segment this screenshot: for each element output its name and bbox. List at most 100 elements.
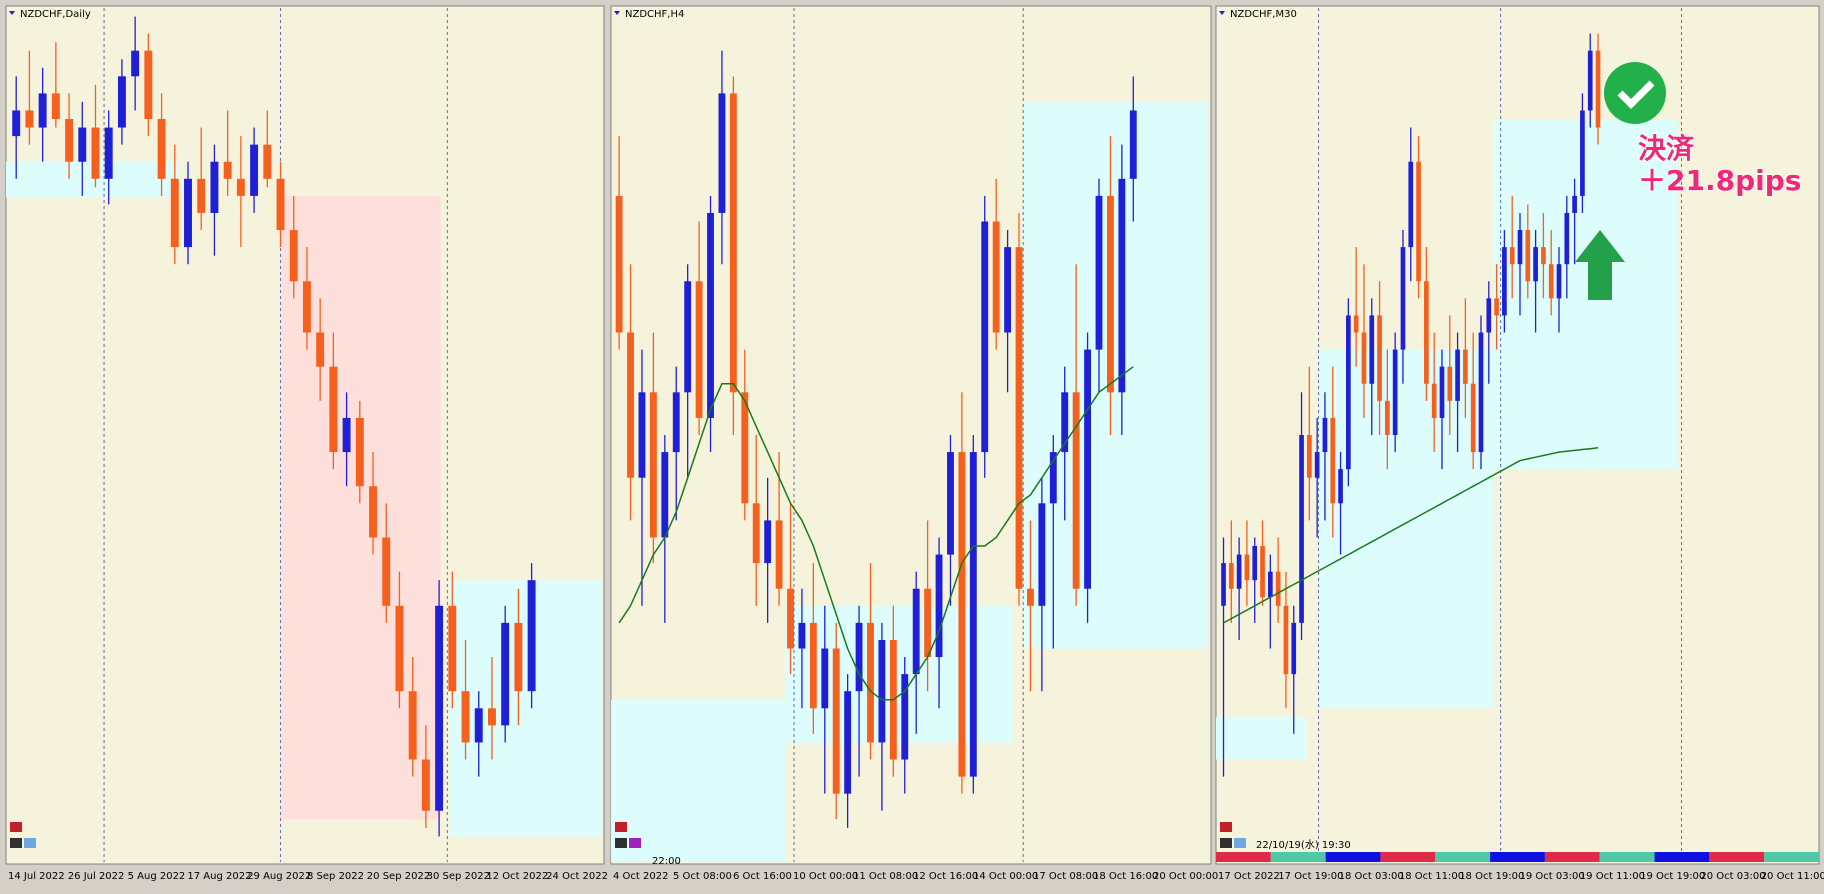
candle-body <box>1221 563 1226 606</box>
candle-body <box>1377 315 1382 401</box>
candle-body <box>798 622 806 649</box>
x-tick-label: 5 Oct 08:00 <box>673 871 732 882</box>
candle-body <box>197 178 206 213</box>
candle-body <box>1267 571 1273 598</box>
candle-body <box>1470 383 1476 453</box>
x-tick-label: 5 Aug 2022 <box>128 871 186 882</box>
candle-body <box>514 622 523 692</box>
candle-body <box>1228 563 1234 589</box>
candle-body <box>1424 281 1429 384</box>
candle-body <box>448 605 457 692</box>
candle-body <box>236 178 245 196</box>
x-tick-label: 26 Jul 2022 <box>68 871 125 882</box>
candle-body <box>695 281 703 418</box>
candle-body <box>1061 392 1069 453</box>
candle-body <box>832 648 840 794</box>
x-tick-label: 12 Oct 2022 <box>486 871 548 882</box>
candle-body <box>1299 435 1304 623</box>
candle-body <box>382 537 391 606</box>
candle-body <box>1439 366 1445 418</box>
candle-body <box>1095 195 1103 350</box>
chart-title: NZDCHF,M30 <box>1230 9 1297 20</box>
zone <box>449 580 602 837</box>
candle-body <box>672 392 680 453</box>
chart-panel: NZDCHF,Daily 14 Jul 2022 26 Jul 2022 5 Aug … <box>5 5 608 882</box>
x-tick-label: 20 Sep 2022 <box>367 871 430 882</box>
x-tick-label: 20 Oct 03:00 <box>1700 871 1765 882</box>
candle-body <box>1509 247 1515 265</box>
candle-body <box>729 93 737 393</box>
candle-body <box>924 588 932 658</box>
panel-icon <box>10 822 22 832</box>
x-tick-label: 18 Oct 19:00 <box>1459 871 1524 882</box>
candle-body <box>65 119 74 162</box>
candle-body <box>1346 315 1351 470</box>
candle-body <box>131 50 140 77</box>
candle-body <box>25 110 34 128</box>
candle-body <box>1572 195 1577 213</box>
zone <box>611 699 785 862</box>
x-tick-label: 18 Oct 16:00 <box>1093 871 1158 882</box>
candle-body <box>1463 349 1468 384</box>
candle-body <box>1455 349 1460 401</box>
signal-segment <box>1709 852 1765 862</box>
candle-body <box>78 127 87 162</box>
signal-segment <box>1599 852 1655 862</box>
candle-body <box>764 520 772 564</box>
candle-body <box>775 520 783 589</box>
candle-body <box>867 622 874 743</box>
candle-body <box>461 691 470 743</box>
signal-segment <box>1654 852 1710 862</box>
candle-body <box>1015 247 1023 589</box>
candle-body <box>1244 554 1250 581</box>
x-tick-label: 20 Oct 00:00 <box>1153 871 1218 882</box>
candle-body <box>250 144 259 196</box>
candle-body <box>117 76 126 128</box>
candle-body <box>752 503 760 564</box>
candle-body <box>408 691 417 760</box>
x-tick-label: 24 Oct 2022 <box>546 871 608 882</box>
x-tick-label: 17 Oct 19:00 <box>1278 871 1343 882</box>
candle-body <box>184 178 192 248</box>
candle-body <box>12 110 21 137</box>
candle-body <box>1416 161 1421 282</box>
signal-segment <box>1216 852 1271 862</box>
candle-body <box>395 605 404 692</box>
candle-body <box>1478 332 1484 453</box>
candle-body <box>718 93 726 213</box>
candle-body <box>1494 298 1499 316</box>
candle-body <box>1084 349 1092 589</box>
x-tick-label: 20 Oct 11:00 <box>1761 871 1824 882</box>
candle-body <box>1447 366 1453 401</box>
x-tick-label: 6 Oct 16:00 <box>733 871 792 882</box>
x-tick-label: 30 Sep 2022 <box>427 871 490 882</box>
candle-body <box>1307 435 1312 478</box>
candle-body <box>38 93 47 128</box>
x-tick-label: 19 Oct 03:00 <box>1520 871 1585 882</box>
x-tick-label: 14 Oct 00:00 <box>973 871 1038 882</box>
panel-icon <box>629 838 641 848</box>
check-icon <box>1604 62 1666 124</box>
candle-body <box>821 648 829 709</box>
candle-body <box>992 221 1000 333</box>
candle-body <box>1564 212 1570 265</box>
moving-average <box>618 366 1134 701</box>
candle-body <box>1556 264 1562 299</box>
x-tick-label: 29 Aug 2022 <box>247 871 311 882</box>
candle-body <box>1275 571 1281 606</box>
candle-body <box>1400 247 1406 350</box>
candle-body <box>1038 503 1046 606</box>
time-label: 22/10/19(水) 19:30 <box>1256 839 1351 851</box>
candle-body <box>170 178 179 248</box>
candle-body <box>1587 50 1593 111</box>
candle-body <box>901 674 909 760</box>
chart-title: NZDCHF,Daily <box>20 9 91 20</box>
candle-body <box>1049 452 1057 504</box>
panel-icon <box>1220 822 1232 832</box>
chart-panel: NZDCHF,H4 22:00 4 Oct 2022 5 Oct 08:00 6 Oct… <box>610 5 1218 882</box>
candle-body <box>1580 110 1585 196</box>
up-arrow <box>1575 230 1625 300</box>
panel-icon <box>615 838 627 848</box>
candle-body <box>1408 161 1414 248</box>
candle-body <box>1502 247 1507 316</box>
